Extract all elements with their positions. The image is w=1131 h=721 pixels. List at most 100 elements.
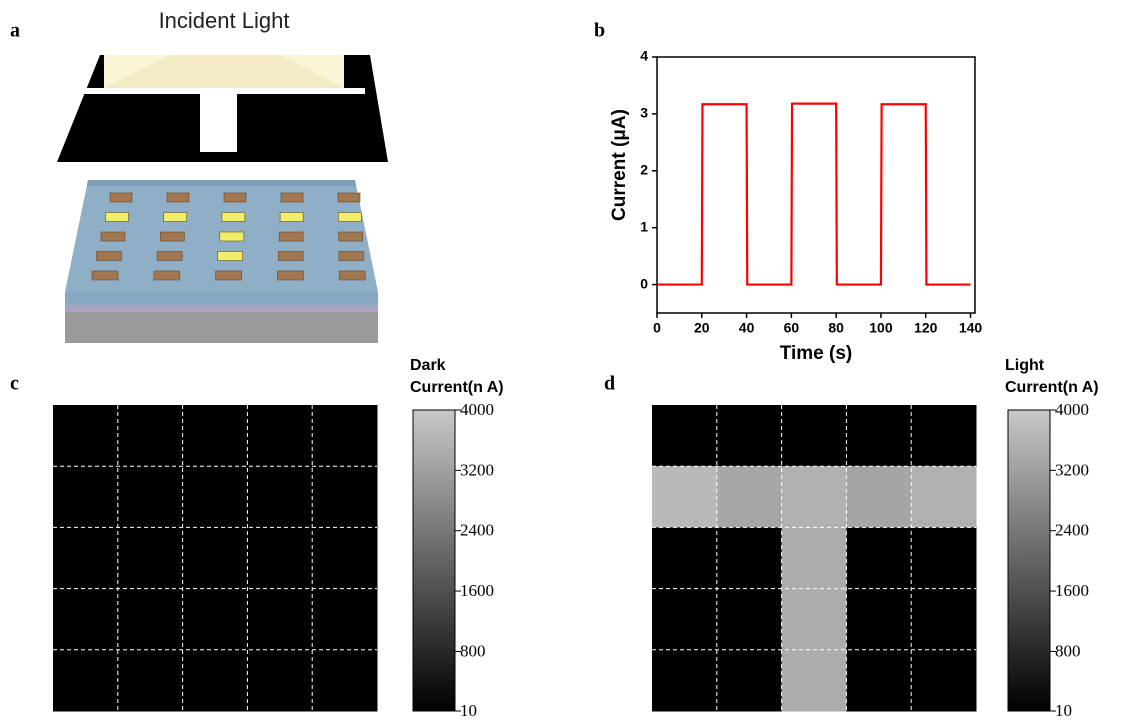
panel-label: b	[594, 20, 605, 42]
colorbar-title: Light	[1005, 357, 1045, 374]
heatmap-cell	[781, 588, 847, 651]
colorbar-tick-label: 1600	[460, 581, 494, 600]
x-tick-label: 0	[653, 320, 661, 336]
colorbar	[412, 409, 456, 712]
heatmap-cell	[846, 588, 912, 651]
heatmap-cell	[652, 649, 718, 712]
colorbar-tick-label: 3200	[460, 460, 494, 479]
x-tick-label: 120	[914, 320, 938, 336]
heatmap-cell	[247, 527, 313, 590]
panel-label: d	[604, 373, 615, 395]
heatmap-cell	[911, 527, 977, 590]
colorbar-title: Current(n A)	[1005, 379, 1099, 396]
colorbar-title: Dark	[410, 357, 446, 374]
heatmap-cell	[716, 588, 783, 651]
device	[91, 270, 119, 281]
y-tick-label: 3	[640, 105, 648, 121]
y-axis-label: Current (μA)	[609, 109, 630, 221]
heatmap-cell	[911, 466, 977, 528]
heatmap-cell	[312, 466, 378, 528]
y-tick-label: 1	[640, 218, 648, 234]
heatmap-cell	[846, 649, 912, 712]
caption: Incident Light	[159, 8, 290, 33]
heatmap-cell	[846, 405, 912, 467]
mask-illustration	[57, 55, 388, 162]
y-tick-label: 4	[640, 48, 648, 64]
y-tick-label: 2	[640, 161, 648, 177]
heatmap-cell	[53, 649, 119, 712]
heatmap-cell	[117, 527, 184, 590]
device	[109, 192, 133, 203]
heatmap-cell	[312, 405, 378, 467]
colorbar-title: Current(n A)	[410, 379, 504, 396]
x-tick-label: 140	[959, 320, 983, 336]
heatmap-cell	[247, 588, 313, 651]
device	[221, 212, 246, 222]
colorbar-tick-label: 10	[1055, 701, 1072, 720]
x-tick-label: 40	[739, 320, 755, 336]
heatmap-cell	[182, 405, 248, 467]
heatmap-cell	[911, 649, 977, 712]
device	[156, 251, 183, 261]
colorbar	[1007, 409, 1051, 712]
heatmap-cell	[716, 466, 783, 528]
device	[100, 231, 126, 242]
heatmap-cell	[846, 466, 912, 528]
heatmap-cell	[182, 649, 248, 712]
device	[160, 231, 185, 242]
colorbar-tick-label: 2400	[460, 521, 494, 540]
heatmap-cell	[781, 466, 847, 528]
device	[219, 231, 245, 242]
data-line	[657, 102, 971, 286]
heatmap-cell	[312, 649, 378, 712]
heatmap-cell	[247, 405, 313, 467]
heatmap-cell	[911, 588, 977, 651]
heatmap-cell	[312, 527, 378, 590]
device	[215, 270, 242, 281]
heatmap-cell	[117, 588, 184, 651]
device	[223, 192, 247, 203]
heatmap-cell	[781, 527, 847, 590]
x-tick-label: 60	[784, 320, 800, 336]
heatmap-cell	[117, 405, 184, 467]
device	[163, 212, 187, 222]
device	[279, 212, 304, 222]
heatmap-cell	[53, 588, 119, 651]
device	[217, 251, 243, 261]
heatmap-cell	[652, 405, 718, 467]
heatmap-cell	[182, 466, 248, 528]
x-tick-label: 20	[694, 320, 710, 336]
heatmap-cell	[716, 527, 783, 590]
device	[105, 212, 129, 222]
colorbar-tick-label: 4000	[1055, 400, 1089, 419]
colorbar-tick-label: 1600	[1055, 581, 1089, 600]
device	[166, 192, 190, 203]
heatmap-cell	[247, 649, 313, 712]
device	[277, 251, 304, 261]
heatmap-cell	[312, 588, 378, 651]
heatmap-cell	[911, 405, 977, 467]
heatmap-cell	[846, 527, 912, 590]
heatmap-cell	[53, 405, 119, 467]
heatmap-cell	[117, 466, 184, 528]
colorbar-tick-label: 800	[460, 641, 486, 660]
panel-label: a	[10, 20, 20, 42]
heatmap-cell	[182, 527, 248, 590]
heatmap-cell	[652, 527, 718, 590]
heatmap-cell	[716, 649, 783, 712]
device	[277, 270, 304, 281]
heatmap-cell	[652, 588, 718, 651]
heatmap-cell	[182, 588, 248, 651]
device	[278, 231, 304, 242]
x-tick-label: 80	[828, 320, 844, 336]
x-axis-label: Time (s)	[780, 343, 853, 364]
colorbar-tick-label: 10	[460, 701, 477, 720]
device	[337, 192, 361, 203]
device	[338, 270, 366, 281]
heatmap-cell	[53, 466, 119, 528]
heatmap-cell	[53, 527, 119, 590]
chip-illustration	[65, 180, 378, 343]
colorbar-tick-label: 4000	[460, 400, 494, 419]
heatmap-cell	[781, 649, 847, 712]
